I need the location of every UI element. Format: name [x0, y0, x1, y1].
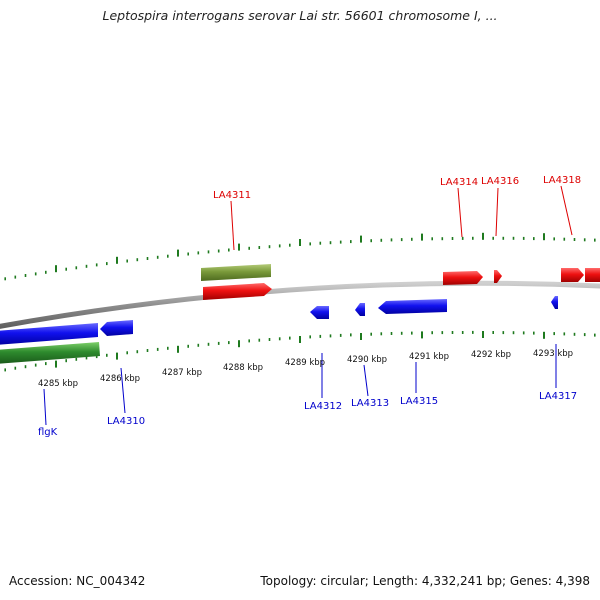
forward-gene-labels: LA4311 LA4314 LA4316 LA4318 — [213, 175, 581, 201]
scale-label: 4293 kbp — [533, 349, 573, 359]
gene-arrow-la4316[interactable] — [494, 270, 502, 283]
gene-label-la4310[interactable]: LA4310 — [107, 416, 145, 427]
gene-label-la4317[interactable]: LA4317 — [539, 391, 577, 402]
topology-text: Topology: circular; Length: 4,332,241 bp… — [260, 574, 590, 588]
gene-label-flgk[interactable]: flgK — [38, 427, 58, 438]
gene-arrow-la4318[interactable] — [561, 268, 584, 282]
gene-arrow-flgk[interactable] — [0, 323, 98, 345]
leader-la4316 — [495, 187, 499, 237]
gene-label-la4313[interactable]: LA4313 — [351, 398, 389, 409]
lower-tick-ring — [4, 330, 596, 372]
scale-label: 4285 kbp — [38, 379, 78, 389]
gene-label-la4318[interactable]: LA4318 — [543, 175, 581, 186]
gene-arrow-la4310[interactable] — [100, 320, 133, 336]
leader-la4318 — [560, 185, 573, 236]
gene-arrow-la4315[interactable] — [378, 299, 447, 314]
gene-arrow-la4312[interactable] — [310, 306, 329, 319]
scale-label: 4286 kbp — [100, 374, 140, 384]
gene-label-la4314[interactable]: LA4314 — [440, 177, 478, 188]
upper-tick-ring — [4, 232, 596, 281]
scale-label: 4287 kbp — [162, 368, 202, 378]
gene-label-la4311[interactable]: LA4311 — [213, 190, 251, 201]
gene-label-la4315[interactable]: LA4315 — [400, 396, 438, 407]
gene-arrow-la4311[interactable] — [203, 283, 272, 300]
scale-label: 4291 kbp — [409, 352, 449, 362]
leader-la4314 — [457, 187, 463, 238]
scale-label: 4292 kbp — [471, 350, 511, 360]
gene-arrow-la4313[interactable] — [355, 303, 365, 316]
green-feature-bar — [0, 342, 100, 364]
leader-la4313 — [363, 364, 369, 397]
gene-arrow-la4314[interactable] — [443, 271, 483, 285]
scale-label: 4289 kbp — [285, 358, 325, 368]
gene-label-la4312[interactable]: LA4312 — [304, 401, 342, 412]
gene-label-la4316[interactable]: LA4316 — [481, 176, 519, 187]
olive-feature-bar — [201, 264, 271, 281]
accession-text: Accession: NC_004342 — [9, 574, 146, 588]
map-title: Leptospira interrogans serovar Lai str. … — [102, 8, 498, 23]
gene-arrow-red-edge[interactable] — [585, 268, 600, 282]
scale-labels: 4285 kbp 4286 kbp 4287 kbp 4288 kbp 4289… — [38, 349, 573, 389]
scale-label: 4290 kbp — [347, 355, 387, 365]
reverse-gene-labels: flgK LA4310 LA4312 LA4313 LA4315 LA4317 — [38, 391, 577, 438]
leader-flgk — [43, 388, 47, 426]
leader-la4311 — [230, 200, 235, 251]
leader-la4310 — [120, 367, 126, 414]
scale-label: 4288 kbp — [223, 363, 263, 373]
gene-arrow-la4317[interactable] — [551, 296, 558, 309]
genome-backbone — [0, 280, 600, 329]
